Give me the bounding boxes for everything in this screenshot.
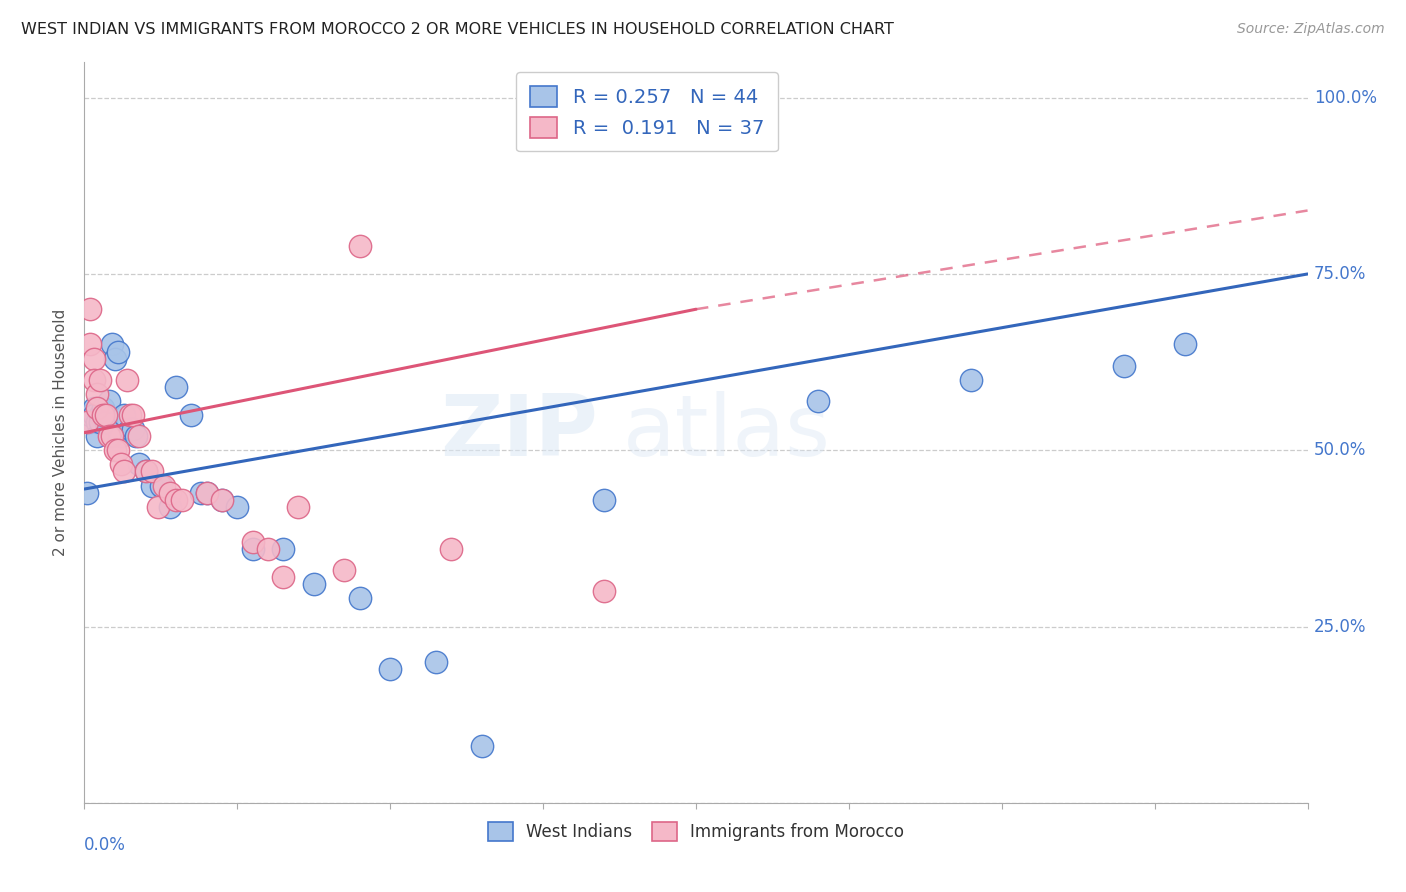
Point bbox=[593, 584, 616, 599]
Point bbox=[83, 351, 105, 366]
Point bbox=[593, 492, 616, 507]
Point bbox=[190, 485, 212, 500]
Point bbox=[101, 337, 124, 351]
Point bbox=[97, 393, 120, 408]
Point bbox=[135, 464, 157, 478]
Point bbox=[83, 408, 105, 422]
Point bbox=[83, 401, 105, 415]
Point bbox=[226, 500, 249, 514]
Point bbox=[79, 415, 101, 429]
Point bbox=[83, 373, 105, 387]
Point bbox=[135, 464, 157, 478]
Point bbox=[195, 485, 218, 500]
Point bbox=[79, 302, 101, 317]
Point bbox=[128, 458, 150, 472]
Point bbox=[141, 478, 163, 492]
Point bbox=[960, 373, 983, 387]
Point bbox=[89, 373, 111, 387]
Point bbox=[271, 541, 294, 556]
Point bbox=[104, 351, 127, 366]
Point bbox=[101, 429, 124, 443]
Point bbox=[76, 485, 98, 500]
Point bbox=[89, 415, 111, 429]
Point bbox=[120, 422, 142, 436]
Point bbox=[349, 239, 371, 253]
Point bbox=[128, 429, 150, 443]
Text: 0.0%: 0.0% bbox=[84, 836, 127, 855]
Point bbox=[172, 492, 194, 507]
Point bbox=[110, 429, 132, 443]
Point bbox=[79, 337, 101, 351]
Point bbox=[349, 591, 371, 606]
Point bbox=[159, 500, 181, 514]
Point bbox=[153, 478, 176, 492]
Point bbox=[122, 408, 145, 422]
Point bbox=[471, 739, 494, 754]
Y-axis label: 2 or more Vehicles in Household: 2 or more Vehicles in Household bbox=[53, 309, 69, 557]
Point bbox=[211, 492, 233, 507]
Point bbox=[242, 541, 264, 556]
Point bbox=[180, 408, 202, 422]
Point bbox=[112, 408, 135, 422]
Point bbox=[86, 401, 108, 415]
Text: Source: ZipAtlas.com: Source: ZipAtlas.com bbox=[1237, 22, 1385, 37]
Point bbox=[112, 464, 135, 478]
Point bbox=[257, 541, 280, 556]
Point bbox=[807, 393, 830, 408]
Point bbox=[86, 387, 108, 401]
Text: 100.0%: 100.0% bbox=[1313, 88, 1376, 107]
Point bbox=[107, 344, 129, 359]
Point bbox=[107, 443, 129, 458]
Text: WEST INDIAN VS IMMIGRANTS FROM MOROCCO 2 OR MORE VEHICLES IN HOUSEHOLD CORRELATI: WEST INDIAN VS IMMIGRANTS FROM MOROCCO 2… bbox=[21, 22, 894, 37]
Point bbox=[76, 415, 98, 429]
Point bbox=[302, 577, 325, 591]
Point bbox=[146, 500, 169, 514]
Point bbox=[141, 464, 163, 478]
Point bbox=[1174, 337, 1197, 351]
Point bbox=[1114, 359, 1136, 373]
Point bbox=[242, 535, 264, 549]
Text: atlas: atlas bbox=[623, 391, 831, 475]
Point bbox=[211, 492, 233, 507]
Point bbox=[120, 408, 142, 422]
Point bbox=[94, 415, 117, 429]
Point bbox=[104, 443, 127, 458]
Point bbox=[91, 408, 114, 422]
Legend: West Indians, Immigrants from Morocco: West Indians, Immigrants from Morocco bbox=[481, 816, 911, 847]
Point bbox=[165, 492, 187, 507]
Text: 25.0%: 25.0% bbox=[1313, 617, 1367, 635]
Point bbox=[271, 570, 294, 584]
Point bbox=[79, 408, 101, 422]
Point bbox=[91, 408, 114, 422]
Point bbox=[425, 655, 447, 669]
Point bbox=[86, 415, 108, 429]
Point bbox=[94, 408, 117, 422]
Point bbox=[91, 401, 114, 415]
Point bbox=[149, 478, 172, 492]
Point bbox=[122, 422, 145, 436]
Point bbox=[110, 458, 132, 472]
Point bbox=[86, 429, 108, 443]
Text: ZIP: ZIP bbox=[440, 391, 598, 475]
Point bbox=[165, 380, 187, 394]
Point bbox=[125, 429, 148, 443]
Point bbox=[333, 563, 356, 577]
Point bbox=[159, 485, 181, 500]
Point bbox=[89, 408, 111, 422]
Text: 75.0%: 75.0% bbox=[1313, 265, 1367, 283]
Point bbox=[195, 485, 218, 500]
Point bbox=[115, 373, 138, 387]
Point bbox=[97, 429, 120, 443]
Point bbox=[287, 500, 309, 514]
Point bbox=[440, 541, 463, 556]
Text: 50.0%: 50.0% bbox=[1313, 442, 1367, 459]
Point bbox=[380, 662, 402, 676]
